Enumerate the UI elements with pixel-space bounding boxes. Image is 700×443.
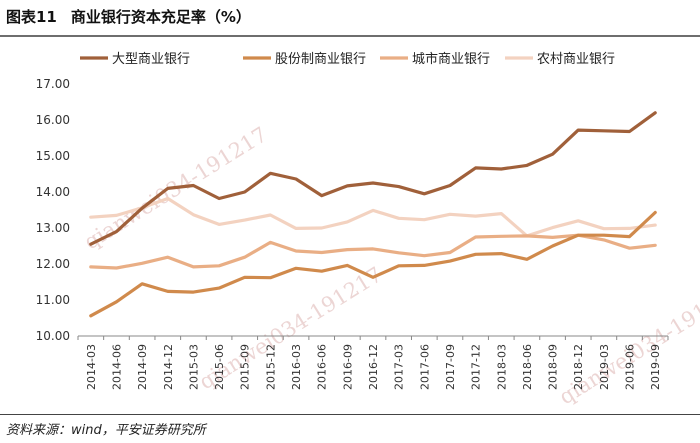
legend-label: 农村商业银行 [537, 52, 615, 67]
x-tick-label: 2014-06 [110, 344, 123, 390]
series-line-2 [89, 210, 657, 318]
series-lines [89, 111, 657, 318]
x-tick-label: 2014-12 [162, 344, 175, 390]
x-tick-label: 2019-03 [598, 344, 611, 390]
y-tick-label: 17.00 [36, 77, 70, 91]
x-tick-label: 2017-06 [418, 344, 431, 390]
x-tick-label: 2016-06 [316, 344, 329, 390]
y-tick-label: 10.00 [36, 329, 70, 343]
legend-label: 大型商业银行 [112, 52, 190, 67]
figure-title: 图表11 商业银行资本充足率（%） [6, 6, 251, 27]
y-tick-label: 12.00 [36, 257, 70, 271]
x-tick-label: 2016-03 [290, 344, 303, 390]
legend-label: 城市商业银行 [412, 51, 490, 67]
footer-rule [0, 414, 700, 415]
x-tick-label: 2017-09 [444, 344, 457, 390]
x-tick-label: 2014-09 [136, 344, 149, 390]
axes: 10.00 11.00 12.00 13.00 14.00 15.00 16.00 17.00… [36, 77, 669, 390]
source-note: 资料来源：wind，平安证券研究所 [6, 423, 206, 438]
x-tick-label: 2014-03 [85, 344, 98, 390]
x-tick-label: 2015-03 [187, 344, 200, 390]
header-rule [0, 35, 700, 37]
x-tick-label: 2019-09 [649, 344, 662, 390]
x-tick-label: 2017-03 [393, 344, 406, 390]
x-tick-label: 2015-06 [213, 344, 226, 390]
x-tick-label: 2016-09 [341, 344, 354, 390]
figure-title-text: 商业银行资本充足率（%） [70, 8, 251, 26]
figure-number: 图表11 [6, 8, 57, 26]
x-tick-label: 2018-03 [495, 344, 508, 390]
legend: 大型商业银行 股份制商业银行 城市商业银行 农村商业银行 [80, 51, 615, 67]
x-tick-label: 2018-06 [521, 344, 534, 390]
x-tick-label: 2015-09 [239, 344, 252, 390]
y-tick-label: 13.00 [36, 221, 70, 235]
legend-label: 股份制商业银行 [275, 52, 366, 67]
x-tick-label: 2017-12 [470, 344, 483, 390]
y-tick-label: 14.00 [36, 185, 70, 199]
x-tick-label: 2015-12 [264, 344, 277, 390]
series-line-1 [89, 111, 657, 246]
series-line-4 [89, 196, 657, 238]
x-tick-label: 2018-09 [547, 344, 560, 390]
y-tick-label: 15.00 [36, 149, 70, 163]
x-tick-label: 2016-12 [367, 344, 380, 390]
y-tick-label: 11.00 [36, 293, 70, 307]
y-tick-label: 16.00 [36, 113, 70, 127]
series-line-3 [89, 233, 657, 270]
x-tick-label: 2019-06 [624, 344, 637, 390]
x-tick-label: 2018-12 [572, 344, 585, 390]
